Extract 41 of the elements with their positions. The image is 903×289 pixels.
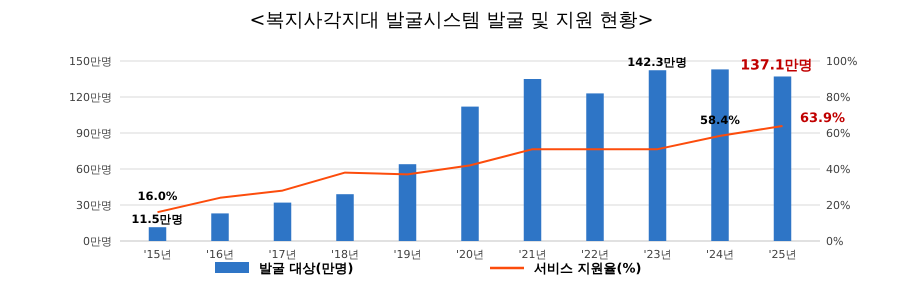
x-tick-label: '24년 [706,248,734,261]
data-label: 137.1만명 [740,57,813,74]
x-tick-label: '25년 [768,248,797,261]
x-tick-label: '23년 [643,248,672,261]
bar [586,93,604,241]
x-tick-label: '21년 [518,248,547,261]
bar [211,213,229,241]
legend-label: 발굴 대상(만명) [259,262,354,277]
y2-tick-label: 60% [826,126,850,140]
x-tick-label: '22년 [580,248,610,261]
y2-tick-label: 0% [826,234,844,248]
x-tick-label: '18년 [330,248,360,261]
y-tick-label: 150만명 [69,54,112,68]
bar [336,194,354,241]
x-tick-label: '19년 [393,248,422,261]
y-tick-label: 60만명 [76,162,112,176]
y-tick-label: 30만명 [76,198,112,212]
y-tick-label: 0만명 [83,234,112,248]
data-label: 11.5만명 [131,212,184,226]
x-tick-label: '15년 [143,248,172,261]
x-tick-label: '16년 [206,248,234,261]
bar [148,227,166,241]
y2-tick-label: 20% [826,198,850,212]
data-label: 142.3만명 [627,55,688,70]
bar [398,164,416,241]
bar [774,76,792,241]
x-tick-label: '17년 [268,248,297,261]
bar [274,202,292,241]
bar [461,106,479,241]
data-label: 63.9% [800,110,846,126]
y2-tick-label: 80% [826,90,850,104]
bar [648,70,666,241]
y-tick-label: 120만명 [69,90,112,104]
bar [524,79,542,241]
y-tick-label: 90만명 [76,126,112,140]
legend-label: 서비스 지원율(%) [534,262,642,277]
y2-tick-label: 40% [826,162,850,176]
data-label: 16.0% [138,189,178,204]
y2-tick-label: 100% [826,54,858,68]
chart-title: <복지사각지대 발굴시스템 발굴 및 지원 현황> [249,9,654,31]
x-tick-label: '20년 [456,248,484,261]
